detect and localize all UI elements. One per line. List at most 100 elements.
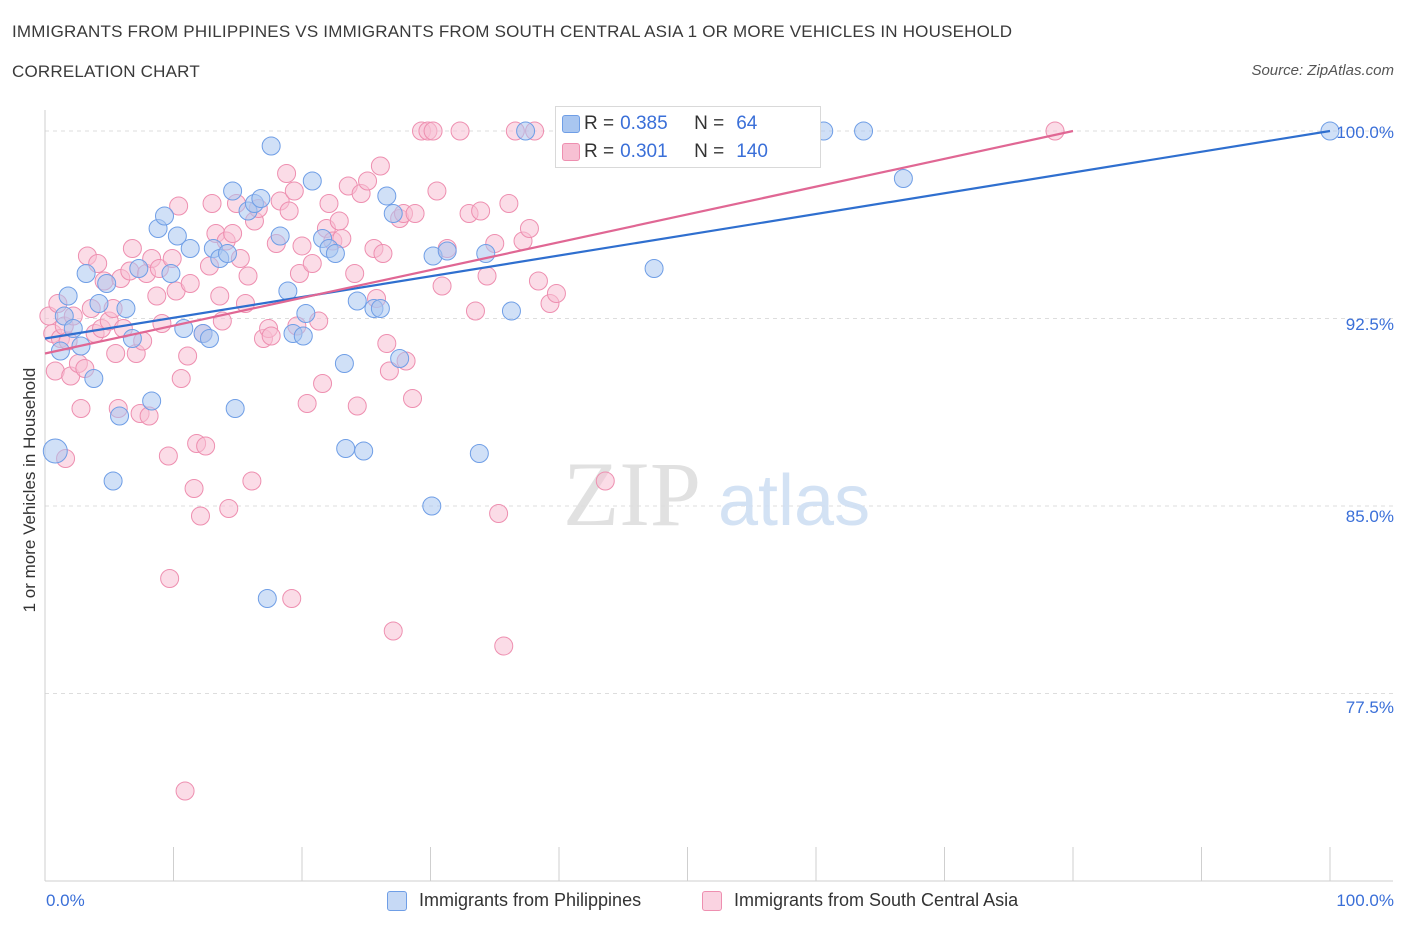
data-point — [405, 204, 425, 223]
data-point — [345, 264, 365, 283]
data-point — [270, 226, 290, 246]
data-point — [370, 299, 390, 318]
data-point — [390, 349, 410, 368]
legend-swatch-philippines — [387, 890, 407, 911]
data-point — [106, 344, 126, 363]
stats-row-philippines: R = 0.385 N = 64 — [562, 112, 758, 136]
data-point — [158, 446, 178, 466]
data-point — [469, 444, 489, 463]
x-tick-label-min: 0.0% — [46, 891, 85, 910]
data-point — [110, 406, 130, 426]
data-point — [175, 781, 195, 801]
data-point — [142, 391, 162, 411]
data-point — [251, 189, 271, 208]
trend-line-philippines — [44, 129, 1331, 340]
data-point — [116, 299, 136, 318]
axes — [44, 110, 1393, 882]
legend-label-south-central-asia: Immigrants from South Central Asia — [734, 890, 1019, 910]
data-point — [854, 121, 874, 141]
data-point — [190, 506, 210, 526]
data-point — [319, 194, 339, 213]
data-point — [516, 121, 536, 141]
data-point — [347, 291, 367, 311]
data-point — [477, 266, 497, 286]
data-point — [432, 276, 452, 296]
r-value: 0.301 — [620, 141, 668, 162]
data-point — [325, 244, 345, 263]
data-point — [242, 471, 262, 491]
data-point — [97, 274, 117, 293]
data-point — [379, 361, 399, 381]
legend-item-philippines[interactable]: Immigrants from Philippines — [387, 890, 641, 911]
data-point — [238, 266, 258, 286]
chart-subtitle: CORRELATION CHART — [12, 62, 200, 81]
y-tick-label-100: 100.0% — [1336, 123, 1394, 142]
data-point — [302, 254, 322, 273]
data-point — [103, 471, 123, 491]
data-point — [225, 399, 245, 418]
data-point — [437, 241, 457, 261]
data-point — [329, 211, 349, 231]
data-point — [217, 244, 237, 263]
n-label: N = — [694, 141, 725, 162]
data-point — [293, 326, 313, 346]
data-point — [519, 219, 539, 238]
data-point — [347, 396, 367, 416]
data-point — [279, 201, 299, 221]
data-point — [282, 589, 302, 608]
data-point — [284, 181, 304, 201]
data-point — [370, 156, 390, 176]
data-point — [383, 204, 403, 223]
n-value: 64 — [736, 113, 758, 134]
data-point — [465, 301, 485, 321]
data-point — [161, 264, 181, 283]
data-point — [383, 621, 403, 641]
legend-item-south-central-asia[interactable]: Immigrants from South Central Asia — [702, 890, 1018, 911]
data-point — [501, 301, 521, 321]
data-point — [171, 369, 191, 388]
data-point — [297, 394, 317, 413]
data-point — [261, 136, 281, 156]
data-point — [377, 334, 397, 353]
data-point — [336, 439, 356, 458]
data-point — [595, 471, 615, 491]
data-point — [373, 244, 393, 263]
data-point — [644, 259, 664, 278]
y-tick-label-92-5: 92.5% — [1345, 315, 1394, 334]
x-tick-label-max: 100.0% — [1336, 891, 1394, 910]
data-point — [489, 504, 509, 523]
data-point — [334, 354, 354, 373]
data-point — [129, 259, 149, 278]
data-point — [199, 329, 219, 348]
data-point — [235, 294, 255, 313]
data-point — [160, 569, 180, 588]
data-point — [358, 171, 378, 191]
n-value: 140 — [736, 141, 768, 162]
legend-label-philippines: Immigrants from Philippines — [419, 890, 642, 910]
data-point — [296, 304, 316, 323]
data-point — [219, 499, 239, 518]
data-point — [422, 496, 442, 516]
data-point — [180, 239, 200, 258]
data-point — [147, 286, 167, 306]
data-point — [76, 264, 96, 283]
data-point — [180, 274, 200, 293]
data-point — [58, 286, 78, 306]
r-value: 0.385 — [620, 113, 668, 134]
data-point — [292, 236, 312, 256]
n-label: N = — [694, 113, 725, 134]
data-point — [122, 239, 142, 258]
data-point — [494, 636, 514, 656]
data-point — [289, 264, 309, 283]
trend-lines — [44, 129, 1331, 355]
data-point — [313, 374, 333, 393]
data-point — [257, 589, 277, 608]
stats-row-south-central-asia: R = 0.301 N = 140 — [562, 140, 768, 164]
data-point — [42, 438, 68, 464]
data-point — [169, 196, 189, 216]
data-point — [423, 121, 443, 141]
data-point — [403, 389, 423, 408]
data-point — [354, 441, 374, 461]
data-point — [202, 194, 222, 213]
